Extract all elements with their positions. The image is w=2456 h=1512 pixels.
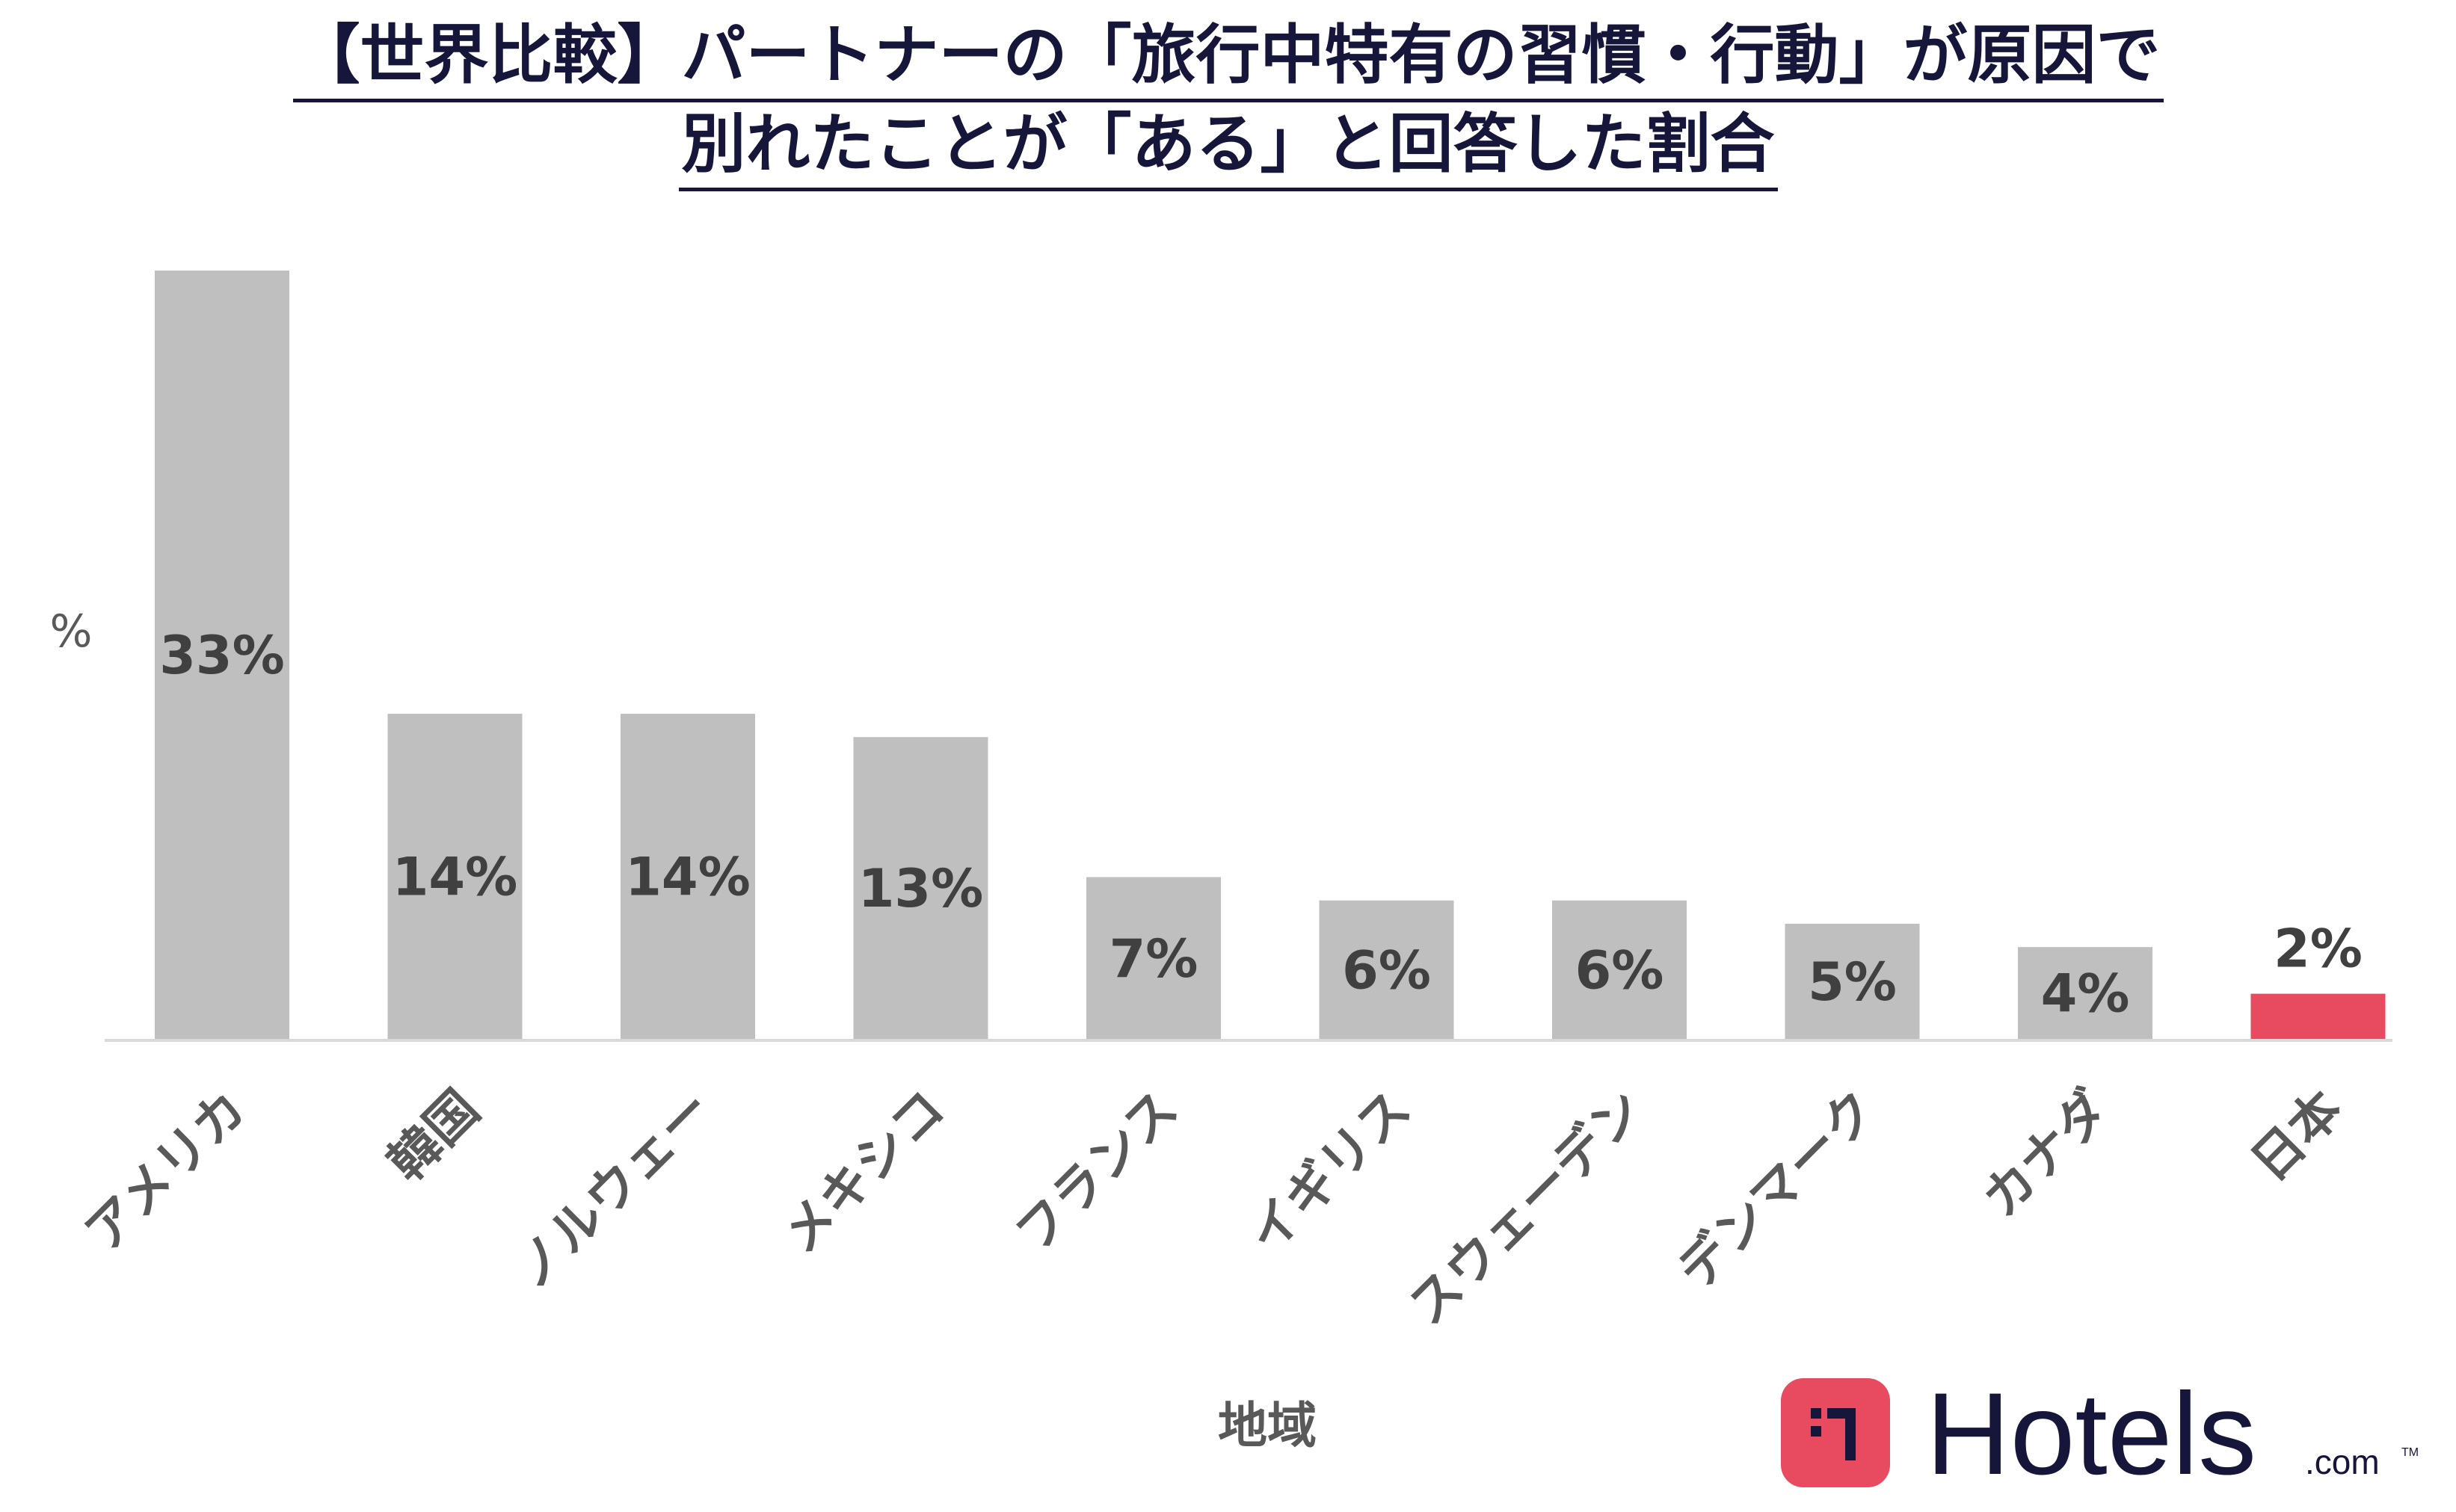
bar-2 <box>387 714 523 1040</box>
bar-3 <box>621 714 755 1040</box>
chart-title-line-2: 別れたことが「ある」と回答した割合 <box>678 102 1778 191</box>
bars-group <box>155 271 2386 1040</box>
hotels-logo-wordmark: Hotels <box>1926 1372 2256 1492</box>
bar-7 <box>1552 900 1687 1040</box>
bar-10 <box>2250 993 2386 1040</box>
y-axis-label: % <box>49 605 92 658</box>
hotels-logo: Hotels .com TM <box>1781 1372 2419 1492</box>
data-label-9: 4% <box>2041 963 2130 1025</box>
x-axis-label: 地域 <box>1218 1397 1317 1454</box>
category-label-7: スウェーデン <box>1398 1079 1655 1336</box>
category-label-3: ノルウェー <box>502 1079 724 1300</box>
hotels-logo-suffix: .com <box>2305 1442 2380 1481</box>
data-label-6: 6% <box>1342 939 1431 1001</box>
data-label-3: 14% <box>625 847 751 908</box>
category-label-10: 日本 <box>2240 1079 2354 1193</box>
category-label-5: フランス <box>1005 1079 1189 1264</box>
data-labels-group: 33% 14% 14% 13% 7% 6% 6% 5% 4% 2% <box>159 625 2363 1025</box>
hotels-logo-icon <box>1781 1378 1890 1487</box>
data-label-1: 33% <box>159 625 285 686</box>
category-label-9: カナダ <box>1972 1079 2121 1229</box>
data-label-10: 2% <box>2274 919 2363 980</box>
bar-6 <box>1319 900 1454 1040</box>
data-label-5: 7% <box>1109 928 1198 990</box>
category-label-8: デンマーク <box>1666 1079 1888 1300</box>
bar-1 <box>155 271 289 1040</box>
chart-title: 【世界比較】パートナーの「旅行中特有の習慣・行動」が原因で 別れたことが「ある」… <box>0 13 2456 191</box>
category-label-6: イギリス <box>1237 1079 1422 1265</box>
data-label-8: 5% <box>1808 951 1897 1013</box>
bar-9 <box>2018 947 2152 1040</box>
data-label-2: 14% <box>393 847 518 908</box>
category-label-1: アメリカ <box>74 1079 258 1263</box>
data-label-4: 13% <box>858 858 984 919</box>
bar-8 <box>1785 923 1920 1040</box>
category-label-2: 韓国 <box>377 1079 490 1193</box>
bar-4 <box>853 737 988 1040</box>
hotels-logo-tm: TM <box>2401 1446 2419 1459</box>
chart-title-line-1: 【世界比較】パートナーの「旅行中特有の習慣・行動」が原因で <box>292 13 2164 102</box>
data-label-7: 6% <box>1575 939 1664 1001</box>
category-label-4: メキシコ <box>771 1079 956 1265</box>
bar-5 <box>1086 877 1221 1040</box>
